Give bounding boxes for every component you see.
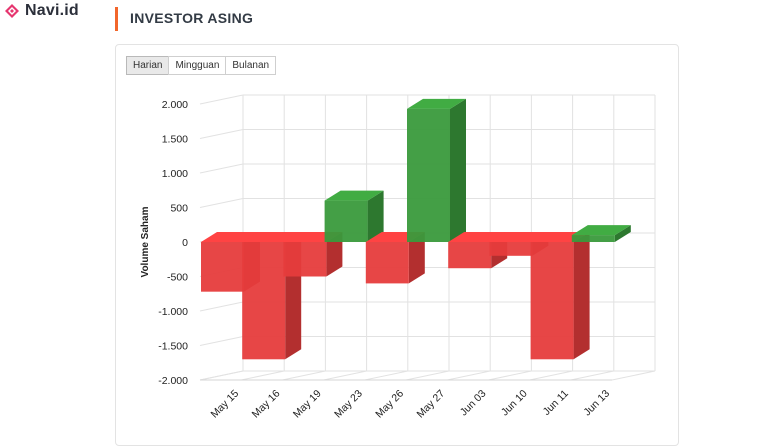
bar-jun-11 — [530, 232, 590, 360]
bar-side — [573, 232, 590, 360]
bar-side — [450, 98, 466, 242]
bar-top — [242, 232, 302, 242]
bar-side — [408, 232, 425, 284]
brand[interactable]: Navi.id — [4, 2, 79, 20]
diamond-logo-icon — [5, 4, 19, 18]
tab-bulanan[interactable]: Bulanan — [225, 56, 277, 75]
bar-may-27 — [407, 98, 466, 242]
x-tick-label: Jun 03 — [458, 388, 489, 419]
bar-front — [242, 242, 286, 360]
bar-front — [365, 242, 409, 284]
gridline-depth — [199, 301, 244, 312]
investor-asing-chart: 2.000 1.500 1.000 500 0 -500 -1.000 -1.500 -2.00… — [140, 94, 656, 421]
y-tick-label: -500 — [167, 272, 188, 284]
bar-side — [367, 190, 384, 242]
gridline-floor — [611, 370, 656, 381]
gridline-floor — [199, 370, 244, 381]
bar-jun-13 — [571, 225, 631, 242]
bar-side — [614, 225, 631, 242]
gridline-floor — [488, 370, 532, 381]
y-tick-label: 0 — [182, 237, 188, 249]
gridline-floor — [529, 370, 573, 381]
gridline-depth — [199, 94, 244, 105]
bar-side — [326, 232, 343, 277]
bar-front — [324, 200, 368, 242]
bar-top — [407, 98, 466, 109]
y-tick-label: 1.000 — [162, 168, 188, 180]
period-tabs: Harian Mingguan Bulanan — [126, 56, 277, 75]
x-tick-label: May 27 — [414, 388, 447, 421]
bar-front — [407, 108, 450, 242]
brand-name: Navi.id — [25, 2, 79, 19]
bar-may-23 — [324, 190, 384, 242]
x-tick-label: May 16 — [250, 388, 283, 421]
y-axis-title: Volume Saham — [140, 206, 151, 277]
y-tick-label: 500 — [170, 203, 188, 215]
y-tick-label: -1.500 — [158, 341, 188, 353]
y-tick-label: -2.000 — [158, 375, 188, 387]
y-tick-label: 2.000 — [162, 99, 188, 111]
x-tick-label: Jun 13 — [581, 388, 612, 419]
x-tick-label: May 19 — [291, 388, 324, 421]
gridline-floor — [405, 370, 450, 381]
gridline-floor — [447, 370, 491, 381]
tab-mingguan[interactable]: Mingguan — [168, 56, 227, 75]
x-tick-label: May 15 — [208, 388, 241, 421]
gridline-floor — [364, 370, 408, 381]
bar-top — [571, 225, 631, 236]
gridline-depth — [199, 336, 244, 346]
bar-top — [201, 232, 260, 242]
bar-front — [530, 242, 574, 360]
gridline-depth — [199, 198, 244, 208]
section-accent-bar — [115, 7, 118, 31]
x-tick-label: May 26 — [373, 388, 406, 421]
gridline-floor — [241, 370, 285, 381]
y-tick-label: 1.500 — [162, 134, 188, 146]
section-title: INVESTOR ASING — [130, 10, 254, 26]
x-tick-label: Jun 11 — [541, 388, 571, 418]
bar-front — [283, 242, 327, 277]
bar-front — [571, 235, 615, 242]
x-tick-label: May 23 — [332, 388, 365, 421]
y-tick-label: -1.000 — [158, 306, 188, 318]
gridline-depth — [199, 163, 244, 174]
x-tick-label: Jun 10 — [499, 388, 530, 419]
gridline-floor — [323, 370, 367, 381]
gridline-floor — [570, 370, 614, 381]
gridline-depth — [199, 129, 244, 139]
bar-top — [448, 232, 508, 242]
bar-front — [201, 242, 244, 292]
bar-top — [489, 232, 549, 242]
bar-front — [448, 242, 492, 269]
bar-top — [324, 190, 384, 201]
gridline-floor — [282, 370, 326, 381]
bar-front — [489, 242, 533, 256]
tab-harian[interactable]: Harian — [126, 56, 170, 75]
